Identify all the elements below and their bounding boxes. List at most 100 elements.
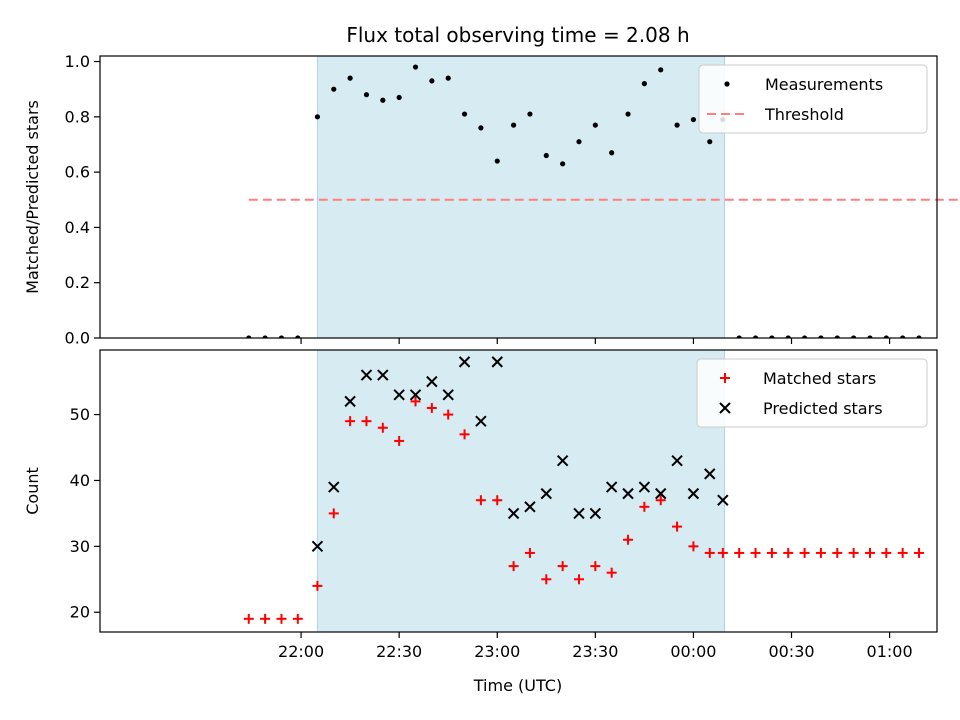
predicted-stars-point [687,487,700,500]
predicted-stars-point [491,356,503,368]
x-marker-b [638,481,651,493]
y-tick-label: 20 [70,603,90,622]
measurements-point [867,335,873,338]
measurements-point [262,335,268,338]
measurements-point [380,97,386,103]
measurements-point [363,92,370,98]
measurements-point [331,86,337,92]
x-tick-label: 22:00 [278,642,324,661]
matched-stars-point [260,613,271,624]
x-marker-b [589,507,602,520]
matched-stars-point [459,429,470,440]
matched-stars-point [292,613,303,624]
legend-swatch [719,402,731,414]
matched-stars-point [655,495,666,506]
x-marker-b [409,389,422,401]
predicted-stars-point [655,487,667,500]
measurements-point [278,335,285,338]
data-points [243,356,937,624]
predicted-stars-point [393,389,405,401]
x-marker-b [344,395,356,408]
x-marker-b [475,415,487,427]
matched-stars-point [426,402,437,413]
predicted-stars-point [328,481,340,493]
legend-label: Predicted stars [763,399,883,418]
legend-swatch [724,81,730,87]
y-tick-label: 0.2 [65,273,90,292]
measurements-point [641,81,647,87]
y-axis-label: Matched/Predicted stars [23,100,42,294]
y-axis-label: Count [23,467,42,515]
matched-stars-point [717,547,728,558]
measurements-point [445,75,451,81]
legend: Measurements Threshold [698,64,928,134]
matched-stars-point [492,495,503,506]
y-tick-label: 0.0 [65,329,90,348]
measurements-point [246,335,252,338]
predicted-stars-point [573,507,585,520]
measurements-point [429,78,435,84]
predicted-stars-point [540,487,552,500]
matched-stars-point [276,613,287,624]
x-marker-b [458,356,471,368]
measurements-point [883,335,889,338]
panel-1: 0.0 0.2 0.4 0.6 0.8 1.0 Matched/Predicted star… [23,52,960,348]
measurements-point [834,335,840,338]
legend-box [698,64,928,134]
measurements-point [658,67,664,73]
measurements-point [707,139,713,145]
axes-frame [99,55,938,339]
matched-stars-point [394,435,405,446]
y-tick-label: 0.6 [65,163,90,182]
y-tick-label: 40 [70,471,90,490]
predicted-stars-point [556,454,569,467]
panel-2: 22:00 22:30 23:00 23:30 00:00 00:30 01:00 20 30 4… [23,349,938,661]
matched-stars-point [750,547,761,558]
matched-stars-point [848,547,859,558]
x-tick-label: 01:00 [867,642,913,661]
legend-swatch [720,373,730,383]
measurements-point [478,125,484,131]
x-tick-label: 00:30 [768,642,814,661]
measurements-point [785,335,791,338]
matched-stars-point [881,547,892,558]
measurements-point [560,161,566,167]
x-tick-label: 22:30 [376,642,422,661]
predicted-stars-point [344,395,356,408]
predicted-stars-point [605,481,618,493]
matched-stars-point [377,422,388,433]
matched-stars-point [688,541,699,552]
matched-stars-point [704,547,715,558]
x-marker-b [311,540,324,553]
measurements-point [510,122,517,128]
x-marker-b [393,389,405,401]
x-marker-b [655,487,667,500]
matched-stars-point [766,547,777,558]
measurements-point [801,335,808,338]
measurements-point [347,75,353,81]
measurements-point [396,94,402,101]
measurements-point [543,152,549,159]
legend-label: Measurements [765,75,883,94]
x-marker-b [622,487,634,500]
x-marker-b [491,356,503,368]
matched-stars-point [623,534,634,545]
predicted-stars-point [442,389,454,401]
matched-stars-point [734,547,745,558]
x-marker-b [687,487,700,500]
matched-stars-point [312,580,323,591]
matched-stars-point [936,551,937,554]
x-marker-b [442,389,454,401]
x-marker-b [328,481,340,493]
predicted-stars-point [360,369,373,381]
measurements-point [769,335,775,338]
predicted-stars-point [622,487,634,500]
predicted-stars-point [377,369,389,381]
y-tick-label: 1.0 [65,52,90,71]
measurements-point [576,139,582,145]
predicted-stars-point [717,494,729,506]
measurements-point [494,158,500,164]
measurements-point [412,64,419,70]
x-axis-label: Time (UTC) [473,676,562,695]
x-marker-b [717,494,729,506]
